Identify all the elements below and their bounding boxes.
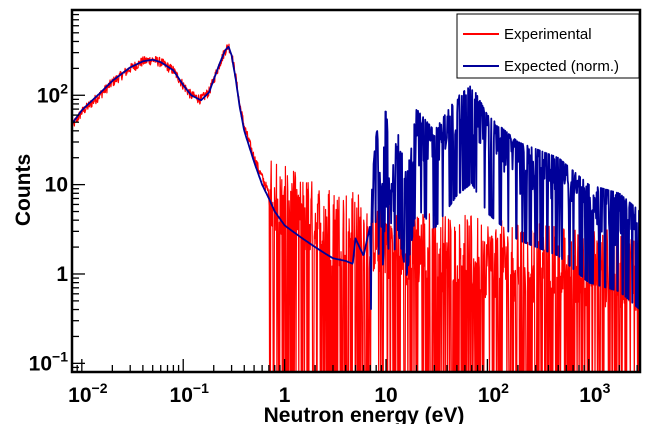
legend: Experimental Expected (norm.) [456, 13, 640, 79]
y-tick-label: 10−1 [29, 348, 69, 375]
x-tick-label: 1 [279, 384, 291, 407]
x-tick-label: 10−2 [68, 380, 108, 407]
legend-box [456, 13, 640, 79]
labels-layer: 10−2 10−1 1 10 102 103 10−1 1 10 102 Neutron energ… [12, 80, 611, 424]
axes-layer [70, 8, 642, 374]
y-tick-label: 102 [37, 80, 68, 107]
x-tick-label: 102 [478, 380, 509, 407]
y-tick-label: 10 [45, 174, 68, 197]
legend-label-1: Expected (norm.) [504, 58, 619, 75]
x-tick-label: 10 [374, 384, 397, 407]
y-axis-title: Counts [12, 154, 35, 226]
series-layer [72, 43, 640, 372]
y-tick-label: 1 [56, 263, 68, 286]
legend-label-0: Experimental [504, 26, 592, 43]
x-axis-title: Neutron energy (eV) [264, 404, 465, 424]
series-line-1 [72, 45, 640, 310]
x-tick-label: 103 [579, 380, 610, 407]
x-tick-label: 10−1 [170, 380, 210, 407]
